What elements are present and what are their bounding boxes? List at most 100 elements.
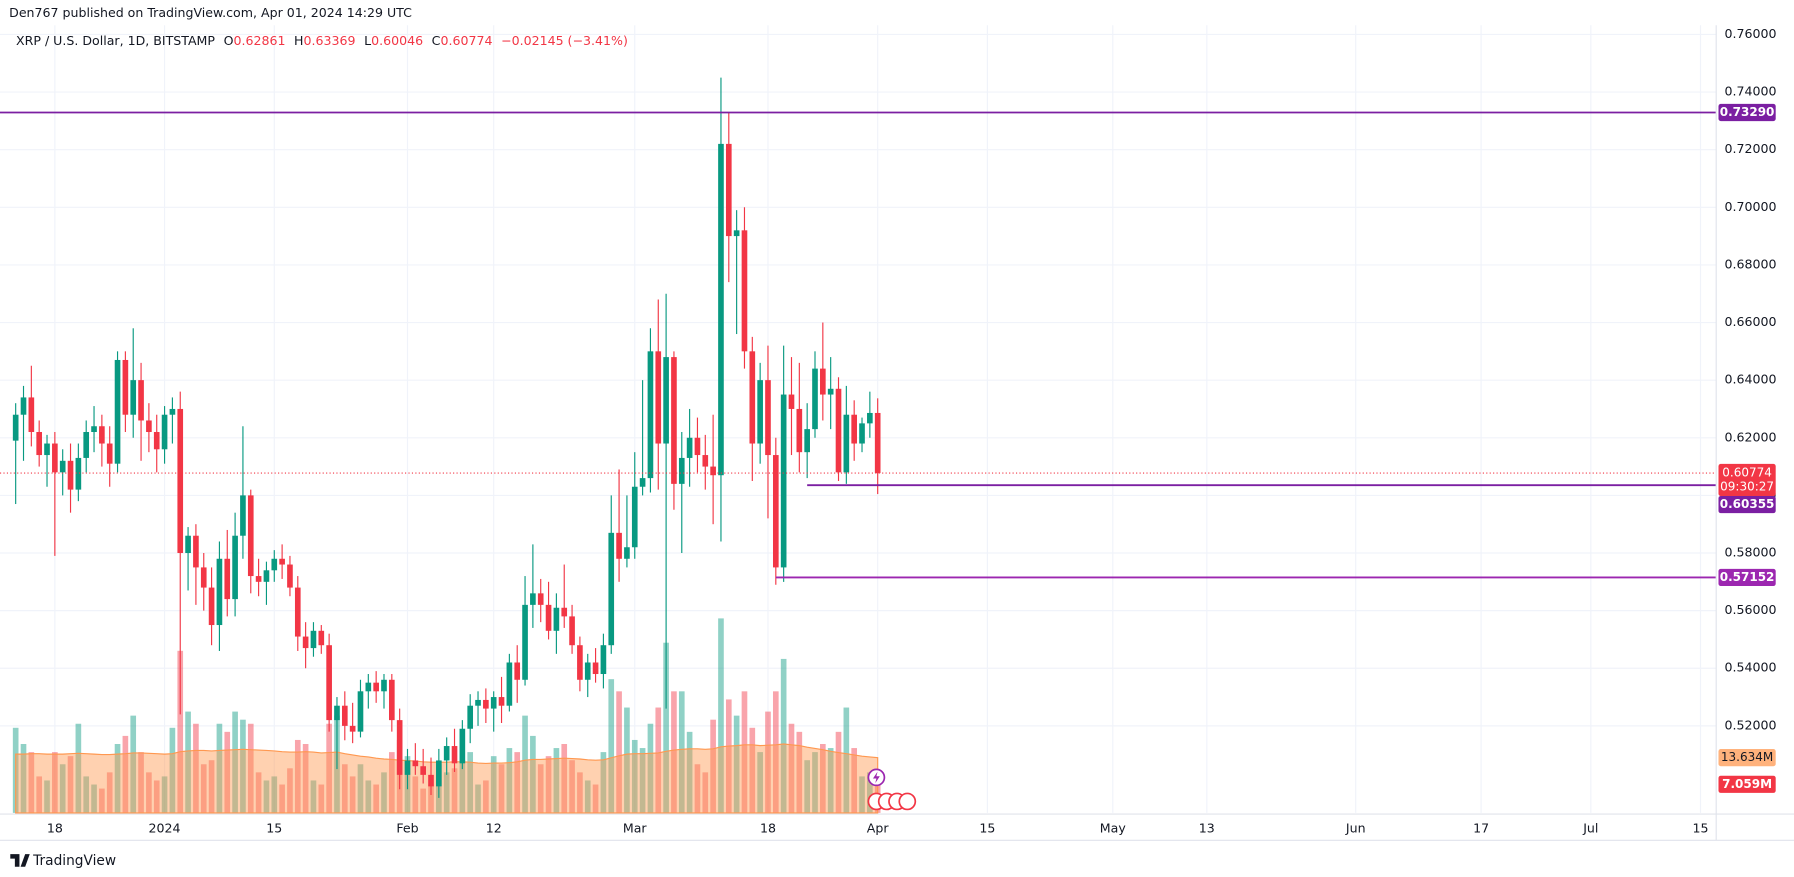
y-tick-label: 0.56000 — [1725, 602, 1777, 617]
candle-body — [718, 143, 724, 476]
y-tick-label: 0.72000 — [1725, 141, 1777, 156]
candle-body — [232, 535, 238, 600]
y-tick-label: 0.76000 — [1725, 26, 1777, 41]
candle-body — [138, 380, 144, 421]
candle-body — [710, 466, 716, 476]
volume-label: 7.059M — [1722, 777, 1772, 791]
candle-body — [733, 230, 740, 237]
close-value: 0.60774 — [440, 33, 492, 48]
volume-bar — [381, 772, 387, 813]
level-label: 0.60355 — [1720, 497, 1775, 511]
volume-bar — [451, 768, 458, 813]
x-tick-label: 15 — [266, 820, 282, 835]
volume-bar — [530, 735, 536, 813]
volume-bar — [44, 780, 50, 813]
candle-body — [146, 420, 152, 433]
candle-body — [279, 558, 285, 565]
volume-bar — [663, 642, 669, 813]
candle-body — [334, 705, 340, 721]
candle-body — [443, 746, 450, 761]
candle-body — [271, 558, 278, 571]
event-icons — [867, 768, 917, 811]
candle-body — [859, 423, 865, 444]
volume-bar — [765, 711, 771, 813]
candle-body — [287, 564, 293, 588]
volume-bar — [169, 727, 176, 813]
x-tick-label: 12 — [486, 820, 502, 835]
candle-body — [302, 636, 309, 649]
candle-body — [130, 380, 137, 415]
candle-body — [561, 607, 568, 617]
candle-body — [396, 720, 403, 775]
volume-bar — [318, 784, 325, 813]
candle-body — [240, 495, 246, 536]
volume-bar — [772, 691, 779, 813]
open-value: 0.62861 — [233, 33, 285, 48]
candle-body — [404, 760, 411, 775]
volume-bar — [506, 748, 513, 813]
volume-bar — [577, 772, 583, 813]
candle-body — [263, 570, 270, 582]
volume-bar — [859, 776, 865, 813]
legend: XRP / U.S. Dollar, 1D, BITSTAMP O0.62861… — [16, 33, 628, 48]
volume-bar — [83, 776, 90, 813]
volume-bar — [671, 691, 677, 813]
candle-body — [490, 697, 497, 709]
candle-body — [725, 143, 732, 237]
volume-bar — [67, 756, 74, 813]
volume-bar — [200, 764, 207, 813]
candle-body — [122, 359, 129, 415]
x-tick-label: 18 — [47, 820, 63, 835]
volume-bar — [851, 748, 858, 813]
candle-body — [310, 630, 317, 649]
volume-bar — [326, 723, 332, 813]
x-tick-label: Jun — [1345, 820, 1366, 835]
x-tick-label: Feb — [396, 820, 418, 835]
volume-bar — [537, 764, 544, 813]
y-tick-label: 0.58000 — [1725, 545, 1777, 560]
level-label: 0.57152 — [1720, 570, 1775, 584]
volume-bar — [341, 764, 348, 813]
candle-body — [702, 455, 709, 467]
volume-bar — [827, 748, 834, 813]
volume-ma-area — [15, 743, 879, 814]
volume-bar — [153, 780, 160, 813]
volume-bar — [780, 658, 787, 813]
candle-body — [671, 357, 677, 484]
candle-body — [694, 437, 701, 456]
volume-bar — [247, 723, 254, 813]
candle-body — [208, 587, 215, 626]
y-tick-label: 0.52000 — [1725, 717, 1777, 732]
volume-bar — [694, 764, 701, 813]
candle-body — [639, 478, 646, 487]
volume-bar — [138, 752, 144, 813]
candle-body — [647, 351, 654, 479]
volume-bar — [99, 788, 105, 813]
x-tick-label: 15 — [979, 820, 995, 835]
level-box — [1718, 568, 1776, 587]
symbol: XRP / U.S. Dollar, 1D, BITSTAMP — [16, 33, 215, 48]
volume-bar — [867, 772, 873, 813]
candle-body — [749, 351, 756, 444]
volume-bar — [287, 768, 293, 813]
candle-body — [436, 760, 442, 787]
volume-bar — [522, 715, 528, 813]
candle-body — [577, 645, 583, 680]
volume-bar — [725, 699, 732, 813]
candle-body — [91, 426, 97, 433]
volume-bar — [75, 723, 82, 813]
candle-body — [451, 746, 458, 764]
brand: TradingView — [32, 853, 116, 869]
volume-bar — [804, 760, 810, 813]
level-label: 0.73290 — [1720, 105, 1775, 119]
candle-body — [545, 604, 552, 631]
volume-bar — [130, 715, 137, 813]
volume-bar — [835, 731, 842, 813]
volume-bar — [122, 735, 129, 813]
candle-body — [169, 408, 176, 415]
candle-body — [83, 432, 90, 458]
volume-bar — [310, 780, 317, 813]
candle-body — [772, 455, 779, 568]
volume-bar — [420, 788, 426, 813]
